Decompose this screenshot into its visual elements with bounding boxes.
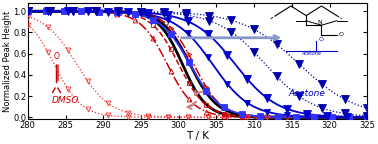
Y-axis label: Normalized Peak Height: Normalized Peak Height — [3, 11, 12, 112]
Text: DMSO: DMSO — [52, 96, 79, 105]
Text: O: O — [54, 52, 59, 61]
Text: Acetone: Acetone — [288, 89, 325, 98]
X-axis label: T / K: T / K — [186, 131, 209, 141]
